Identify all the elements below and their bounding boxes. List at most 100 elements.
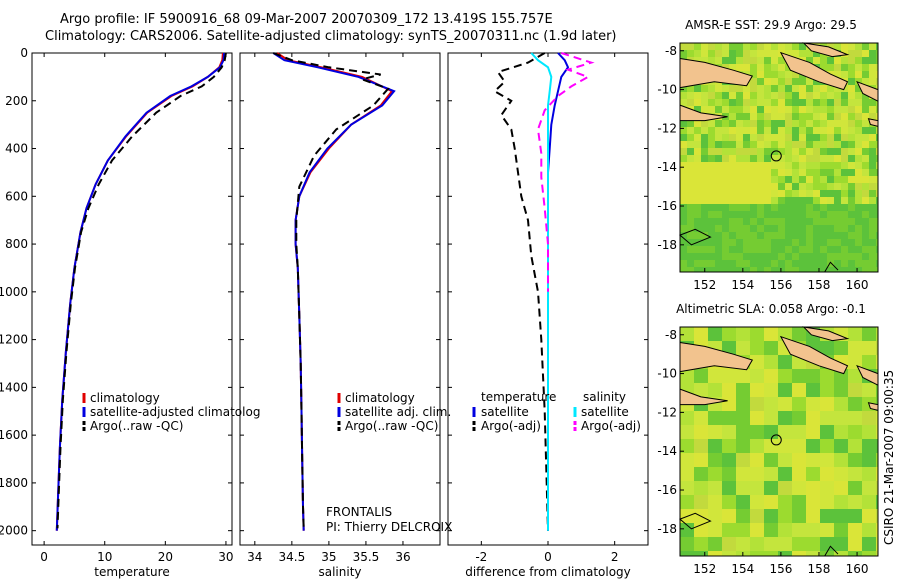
map-cell	[876, 78, 878, 85]
map-cell	[687, 204, 694, 211]
map-cell	[792, 232, 799, 239]
map-cell	[750, 78, 757, 85]
map-cell	[771, 204, 778, 211]
map-cell	[757, 267, 764, 272]
map-cell	[729, 43, 736, 50]
map-cell	[750, 99, 757, 106]
map-cell	[813, 204, 820, 211]
map-cell	[834, 383, 848, 397]
map-cell	[715, 197, 722, 204]
map-cell	[694, 92, 701, 99]
figure-title-line2: Climatology: CARS2006. Satellite-adjuste…	[45, 29, 617, 44]
map-cell	[834, 341, 848, 355]
map-cell	[771, 85, 778, 92]
map-cell	[820, 537, 834, 551]
map-cell	[855, 260, 862, 267]
temperature-legend-entry: climatology	[90, 391, 160, 405]
map-cell	[771, 127, 778, 134]
map-cell	[876, 355, 878, 369]
map-cell	[834, 537, 848, 551]
map-cell	[680, 239, 687, 246]
map-cell	[862, 253, 869, 260]
map-cell	[806, 246, 813, 253]
map-cell	[743, 204, 750, 211]
map-cell	[729, 190, 736, 197]
map-cell	[722, 127, 729, 134]
map-cell	[827, 106, 834, 113]
map-cell	[855, 50, 862, 57]
map-cell	[827, 113, 834, 120]
map-cell	[792, 99, 799, 106]
map-cell	[806, 551, 820, 556]
map-cell	[722, 246, 729, 253]
map-cell	[869, 113, 876, 120]
map-cell	[694, 411, 708, 425]
map-cell	[862, 169, 869, 176]
map-cell	[687, 176, 694, 183]
map-cell	[855, 204, 862, 211]
depth-tick-label: 400	[5, 142, 28, 156]
map-cell	[757, 197, 764, 204]
map-cell	[757, 211, 764, 218]
map-cell	[820, 218, 827, 225]
map-cell	[792, 453, 806, 467]
map-cell	[862, 155, 869, 162]
map-cell	[729, 92, 736, 99]
map-cell	[876, 134, 878, 141]
map-island	[779, 51, 849, 91]
map-cell	[820, 162, 827, 169]
map-cell	[862, 106, 869, 113]
map-cell	[792, 425, 806, 439]
map-cell	[827, 99, 834, 106]
map-cell	[764, 355, 778, 369]
map-cell	[722, 99, 729, 106]
map-cell	[834, 134, 841, 141]
map-cell	[687, 162, 694, 169]
map-cell	[764, 57, 771, 64]
map-cell	[855, 57, 862, 64]
map-cell	[708, 50, 715, 57]
map-cell	[841, 197, 848, 204]
map-cell	[820, 113, 827, 120]
map-cell	[757, 155, 764, 162]
map-cell	[799, 127, 806, 134]
map-cell	[687, 134, 694, 141]
map-cell	[876, 341, 878, 355]
map-cell	[876, 211, 878, 218]
map-cell	[806, 134, 813, 141]
map-cell	[778, 439, 792, 453]
map-cell	[785, 197, 792, 204]
depth-tick-label: 2000	[0, 524, 28, 538]
map-cell	[855, 113, 862, 120]
map-lat-tick-label: -10	[657, 83, 677, 97]
map-cell	[841, 260, 848, 267]
map-cell	[736, 57, 743, 64]
map-cell	[764, 64, 771, 71]
map-cell	[715, 92, 722, 99]
map-cell	[799, 197, 806, 204]
map-cell	[701, 246, 708, 253]
map-cell	[694, 481, 708, 495]
map-cell	[750, 225, 757, 232]
map-cell	[834, 85, 841, 92]
map-cell	[806, 50, 813, 57]
salinity-xtick-label: 35.5	[353, 550, 380, 564]
map-cell	[778, 239, 785, 246]
map-cell	[792, 127, 799, 134]
map-cell	[722, 148, 729, 155]
map-cell	[757, 253, 764, 260]
map-cell	[820, 551, 834, 556]
map-cell	[687, 92, 694, 99]
map-cell	[813, 85, 820, 92]
map-cell	[736, 260, 743, 267]
map-cell	[694, 99, 701, 106]
map-cell	[715, 120, 722, 127]
map-cell	[708, 327, 722, 341]
map-cell	[771, 113, 778, 120]
map-cell	[729, 141, 736, 148]
map-cell	[806, 183, 813, 190]
map-cell	[680, 99, 687, 106]
map-lon-tick-label: 154	[731, 562, 754, 576]
map-cell	[701, 120, 708, 127]
map-cell	[785, 78, 792, 85]
